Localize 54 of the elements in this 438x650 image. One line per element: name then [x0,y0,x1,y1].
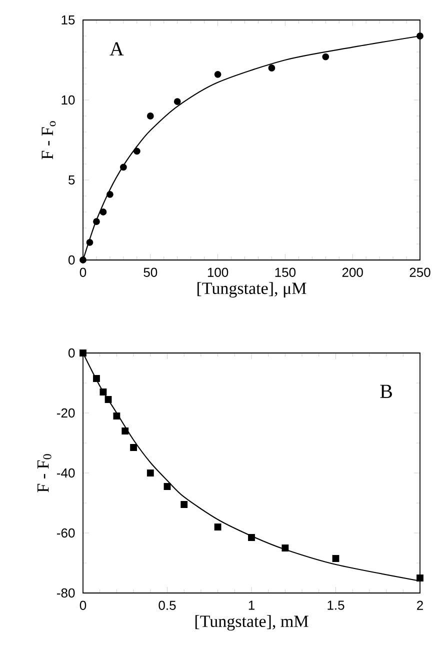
y-tick-label: -40 [57,468,75,478]
point [93,375,100,382]
x-axis-title: [Tungstate], mM [195,615,308,631]
y-tick-label: 0 [68,255,75,265]
point [146,470,154,476]
y-tick-label: -60 [57,528,75,538]
point [120,164,127,171]
x-tick-label: 0.5 [158,600,176,610]
point [80,350,86,356]
point [248,534,255,541]
point [93,218,100,226]
point [214,70,222,78]
y-tick-label: 0 [68,348,75,358]
point [130,444,137,451]
y-axis-title: F - F$_{o}$ [42,121,56,160]
point [282,544,289,552]
point [100,208,107,216]
point [322,53,330,60]
point [100,388,107,396]
point [133,148,140,155]
y-tick-label: -20 [57,408,75,418]
point [214,524,222,530]
point [113,412,120,420]
point [416,32,424,40]
point [106,190,114,198]
point [80,256,86,264]
y-tick-label: -80 [57,588,75,598]
point [416,574,424,582]
x-tick-label: 0 [80,600,86,610]
y-axis-title: F - F$_{0}$ [37,454,52,492]
point [122,428,129,434]
y-tick-label: 10 [62,95,75,105]
x-tick-label: 250 [410,268,430,277]
x-tick-label: 0 [80,268,86,277]
y-tick-label: 15 [62,15,75,25]
point [174,98,181,106]
x-tick-label: 1 [248,600,254,610]
x-tick-label: 150 [275,268,296,277]
point [86,238,94,246]
y-tick-label: 5 [68,175,75,185]
point [268,64,276,72]
annotation: B [380,384,392,398]
x-tick-label: 100 [208,268,228,277]
point [332,555,340,562]
point [180,501,188,508]
point [146,112,154,120]
point [104,396,112,403]
x-tick-label: 50 [144,268,158,277]
annotation: A [110,42,124,56]
x-tick-label: 200 [342,268,363,277]
x-tick-label: 2 [417,600,423,610]
point [164,483,171,490]
x-tick-label: 1.5 [328,600,344,610]
x-axis-title: [Tungstate], μM [198,282,306,298]
